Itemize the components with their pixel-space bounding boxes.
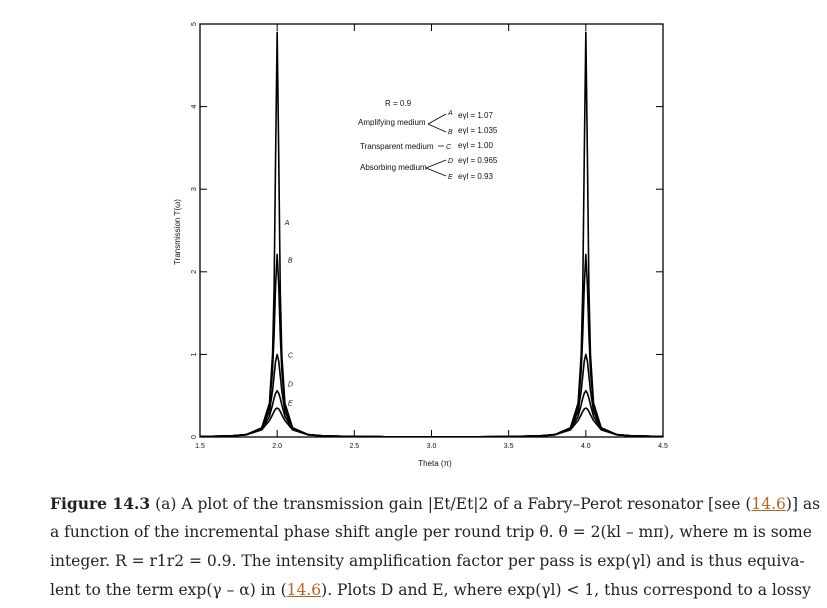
equation-link[interactable]: 14.6 bbox=[286, 581, 322, 599]
legend-key: C bbox=[446, 144, 452, 151]
legend-block: R = 0.9 Amplifying medium Transparent me… bbox=[358, 99, 498, 181]
curve-label: D bbox=[288, 381, 293, 388]
legend-key: A bbox=[447, 110, 453, 117]
y-tick-label: 3 bbox=[191, 187, 198, 191]
curve-label: C bbox=[288, 352, 294, 359]
legend-key: E bbox=[448, 174, 453, 181]
caption-text: a function of the incremental phase shif… bbox=[50, 523, 812, 541]
caption-text: (a) A plot of the transmission gain |Et/… bbox=[150, 495, 752, 513]
legend-gain: eγl = 0.965 bbox=[458, 156, 498, 165]
legend-text: Amplifying medium bbox=[358, 118, 426, 127]
x-tick-label: 2.5 bbox=[349, 443, 359, 450]
legend-gain: eγl = 0.93 bbox=[458, 172, 493, 181]
plot-frame bbox=[199, 23, 664, 438]
curve-label: A bbox=[284, 220, 290, 227]
x-tick-label: 4.0 bbox=[581, 443, 591, 450]
equation-link[interactable]: 14.6 bbox=[751, 495, 786, 513]
x-tick-label: 3.0 bbox=[427, 443, 437, 450]
caption-text: lent to the term exp(γ – α) in ( bbox=[50, 581, 287, 599]
legend-gain: eγl = 1.07 bbox=[458, 111, 493, 120]
caption-line: lent to the term exp(γ – α) in (14.6). P… bbox=[50, 581, 820, 599]
caption-line: a function of the incremental phase shif… bbox=[50, 523, 820, 541]
curve-label: B bbox=[288, 257, 293, 264]
chart: Transmission T(ω) Theta (π) R = 0.9 Ampl… bbox=[173, 22, 668, 468]
y-tick-label: 1 bbox=[191, 352, 198, 356]
figure-label: Figure 14.3 bbox=[50, 494, 151, 513]
legend-bracket bbox=[425, 113, 447, 177]
legend-gain: eγl = 1.00 bbox=[458, 141, 493, 150]
x-tick-label: 4.5 bbox=[658, 443, 668, 450]
x-tick-label: 3.5 bbox=[504, 443, 514, 450]
y-tick-label: 4 bbox=[191, 105, 198, 109]
y-axis-label: Transmission T(ω) bbox=[173, 199, 182, 265]
curve-label: E bbox=[288, 400, 293, 407]
legend-key: D bbox=[448, 158, 453, 165]
y-tick-label: 5 bbox=[191, 22, 198, 26]
caption-text: )] as bbox=[785, 495, 821, 513]
caption-line: Figure 14.3 (a) A plot of the transmissi… bbox=[50, 494, 820, 513]
series-line bbox=[199, 407, 664, 438]
x-tick-label: 2.0 bbox=[272, 443, 282, 450]
x-tick-label: 1.5 bbox=[195, 443, 205, 450]
y-tick-label: 0 bbox=[191, 435, 198, 439]
series-line bbox=[199, 31, 664, 438]
caption-text: ). Plots D and E, where exp(γl) < 1, thu… bbox=[321, 581, 811, 599]
legend-key: B bbox=[448, 129, 453, 136]
caption-line: integer. R = r1r2 = 0.9. The intensity a… bbox=[50, 552, 820, 570]
legend-text: Transparent medium bbox=[360, 142, 434, 151]
legend-gain: eγl = 1.035 bbox=[458, 126, 498, 135]
legend-text: Absorbing medium bbox=[360, 163, 427, 172]
y-tick-label: 2 bbox=[191, 270, 198, 274]
caption-text: integer. R = r1r2 = 0.9. The intensity a… bbox=[50, 552, 805, 570]
x-axis-label: Theta (π) bbox=[418, 459, 452, 468]
legend-text: R = 0.9 bbox=[385, 99, 412, 108]
